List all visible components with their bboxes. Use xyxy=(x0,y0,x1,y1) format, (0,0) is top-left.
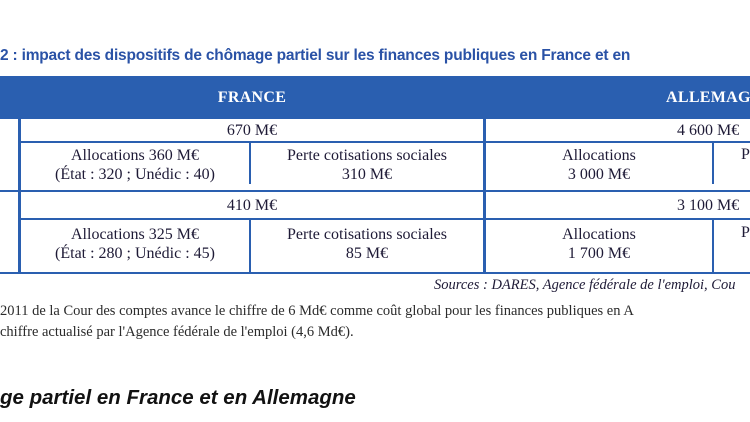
fr-allocations-row1: Allocations 360 M€ (État : 320 ; Unédic … xyxy=(21,143,249,187)
fr-perte-row1-line1: Perte cotisations sociales xyxy=(287,147,447,164)
header-france: FRANCE xyxy=(21,79,483,117)
divider-fr-row1 xyxy=(249,142,251,184)
fr-total-row2: 410 M€ xyxy=(226,197,278,214)
de-allocations-row1: Allocations 3 000 M€ xyxy=(486,143,712,187)
header-row-label-cell xyxy=(0,79,18,117)
fr-perte-row2-line2: 85 M€ xyxy=(345,245,389,262)
de-partial-row1: P xyxy=(741,145,750,163)
table-caption: 2 : impact des dispositifs de chômage pa… xyxy=(0,47,631,64)
rule-header xyxy=(0,117,750,119)
note-line-2: chiffre actualisé par l'Agence fédérale … xyxy=(0,324,354,340)
fr-allocations-row2: Allocations 325 M€ (État : 280 ; Unédic … xyxy=(21,221,249,267)
rule-row1-total xyxy=(21,141,750,143)
de-allocations-row2: Allocations 1 700 M€ xyxy=(486,221,712,267)
divider-fr-row2 xyxy=(249,220,251,272)
fr-perte-row2: Perte cotisations sociales 85 M€ xyxy=(251,221,483,267)
de-allocations-row1-line1: Allocations xyxy=(562,147,636,164)
divider-left xyxy=(18,79,21,272)
fr-allocations-row1-line1: Allocations 360 M€ xyxy=(71,147,199,164)
de-partial-row2: P xyxy=(741,223,750,241)
section-heading: ge partiel en France et en Allemagne xyxy=(0,386,356,409)
fr-allocations-row2-line2: (État : 280 ; Unédic : 45) xyxy=(55,245,215,262)
de-allocations-row2-line1: Allocations xyxy=(562,226,636,243)
fr-total-row1: 670 M€ xyxy=(226,121,278,139)
fr-perte-row1-line2: 310 M€ xyxy=(341,166,393,183)
header-germany: ALLEMAGNE xyxy=(486,79,750,117)
fr-allocations-row1-line2: (État : 320 ; Unédic : 40) xyxy=(55,166,215,183)
de-total-row2: 3 100 M€ xyxy=(677,197,740,214)
de-allocations-row2-line2: 1 700 M€ xyxy=(567,245,631,262)
de-total-row1: 4 600 M€ xyxy=(677,121,740,139)
rule-row-separator xyxy=(0,190,750,192)
rule-row2-total xyxy=(21,218,750,220)
divider-de-row2 xyxy=(712,220,714,272)
sources-line: Sources : DARES, Agence fédérale de l'em… xyxy=(434,277,736,293)
note-line-1: 2011 de la Cour des comptes avance le ch… xyxy=(0,303,634,319)
de-allocations-row1-line2: 3 000 M€ xyxy=(567,166,631,183)
fr-allocations-row2-line1: Allocations 325 M€ xyxy=(71,226,199,243)
divider-de-row1 xyxy=(712,142,714,184)
comparison-table: FRANCE ALLEMAGNE 670 M€ 4 600 M€ Allocat… xyxy=(0,76,750,274)
divider-middle xyxy=(483,79,486,272)
fr-perte-row2-line1: Perte cotisations sociales xyxy=(287,226,447,243)
fr-perte-row1: Perte cotisations sociales 310 M€ xyxy=(251,143,483,187)
